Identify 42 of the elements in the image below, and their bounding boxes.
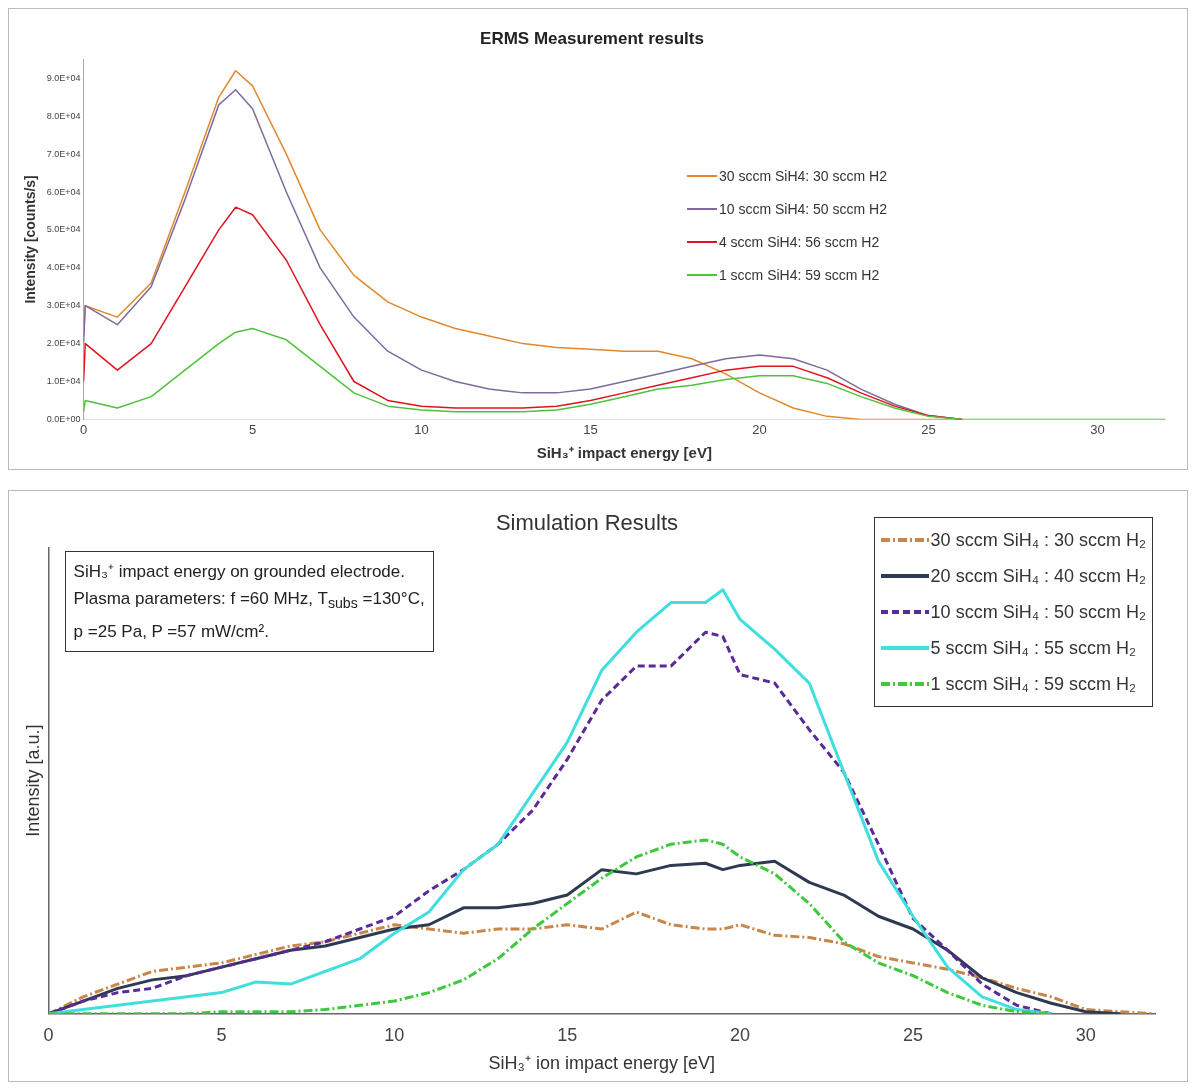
y-tick-label: 3.0E+04	[46, 300, 81, 311]
x-axis-title: SiH₃⁺ impact energy [eV]	[536, 444, 712, 462]
text: SiH₃⁺ impact energy on grounded electrode.	[73, 561, 406, 584]
y-tick-label: 0.0E+00	[46, 413, 81, 424]
legend-label: 30 sccm SiH4: 30 sccm H2	[718, 167, 887, 184]
x-tick-label: 15	[557, 1024, 578, 1045]
x-axis-title: SiH₃⁺ ion impact energy [eV]	[488, 1053, 716, 1074]
chart-title: Simulation Results	[495, 510, 679, 536]
y-tick-label: 5.0E+04	[46, 224, 81, 235]
x-tick-label: 5	[248, 421, 257, 437]
x-tick-label: 20	[752, 421, 767, 437]
y-tick-label: 6.0E+04	[46, 186, 81, 197]
legend-label: 20 sccm SiH₄ : 40 sccm H₂	[930, 565, 1146, 587]
annotation: Plasma parameters: f =60 MHz, T$_{subs}$ =130°C,	[73, 588, 425, 614]
x-tick-label: 25	[921, 421, 936, 437]
y-tick-label: 1.0E+04	[46, 375, 81, 386]
x-tick-label: 0	[43, 1024, 54, 1045]
chart-title: ERMS Measurement results	[480, 28, 704, 48]
legend-label: 1 sccm SiH₄ : 59 sccm H₂	[930, 673, 1136, 695]
y-tick-label: 8.0E+04	[46, 110, 81, 121]
x-tick-label: 20	[730, 1024, 751, 1045]
legend-label: 10 sccm SiH4: 50 sccm H2	[718, 200, 887, 217]
legend-label: 1 sccm SiH4: 59 sccm H2	[718, 266, 880, 283]
legend-label: 5 sccm SiH₄ : 55 sccm H₂	[930, 637, 1136, 659]
x-tick-label: 0	[79, 421, 88, 437]
annotation: p =25 Pa, P =57 mW/cm².	[73, 620, 270, 643]
x-tick-label: 15	[583, 421, 598, 437]
y-tick-label: 7.0E+04	[46, 148, 81, 159]
x-tick-label: 25	[902, 1024, 923, 1045]
x-tick-label: 5	[216, 1024, 227, 1045]
legend-label: 10 sccm SiH₄ : 50 sccm H₂	[930, 601, 1146, 623]
y-tick-label: 9.0E+04	[46, 72, 81, 83]
x-tick-label: 30	[1075, 1024, 1096, 1045]
x-tick-label: 10	[384, 1024, 405, 1045]
y-axis-title: Intensity [counts/s]	[22, 175, 39, 304]
legend-label: 30 sccm SiH₄ : 30 sccm H₂	[930, 529, 1146, 551]
x-tick-label: 10	[414, 421, 429, 437]
y-axis-title: Intensity [a.u.]	[22, 724, 43, 837]
legend-label: 4 sccm SiH4: 56 sccm H2	[718, 233, 880, 250]
y-tick-label: 4.0E+04	[46, 262, 81, 273]
x-tick-label: 30	[1090, 421, 1105, 437]
y-tick-label: 2.0E+04	[46, 338, 81, 349]
